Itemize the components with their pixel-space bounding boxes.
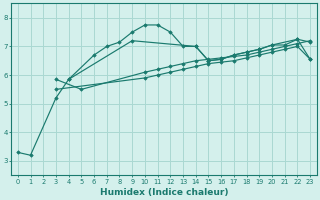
X-axis label: Humidex (Indice chaleur): Humidex (Indice chaleur) [100,188,228,197]
